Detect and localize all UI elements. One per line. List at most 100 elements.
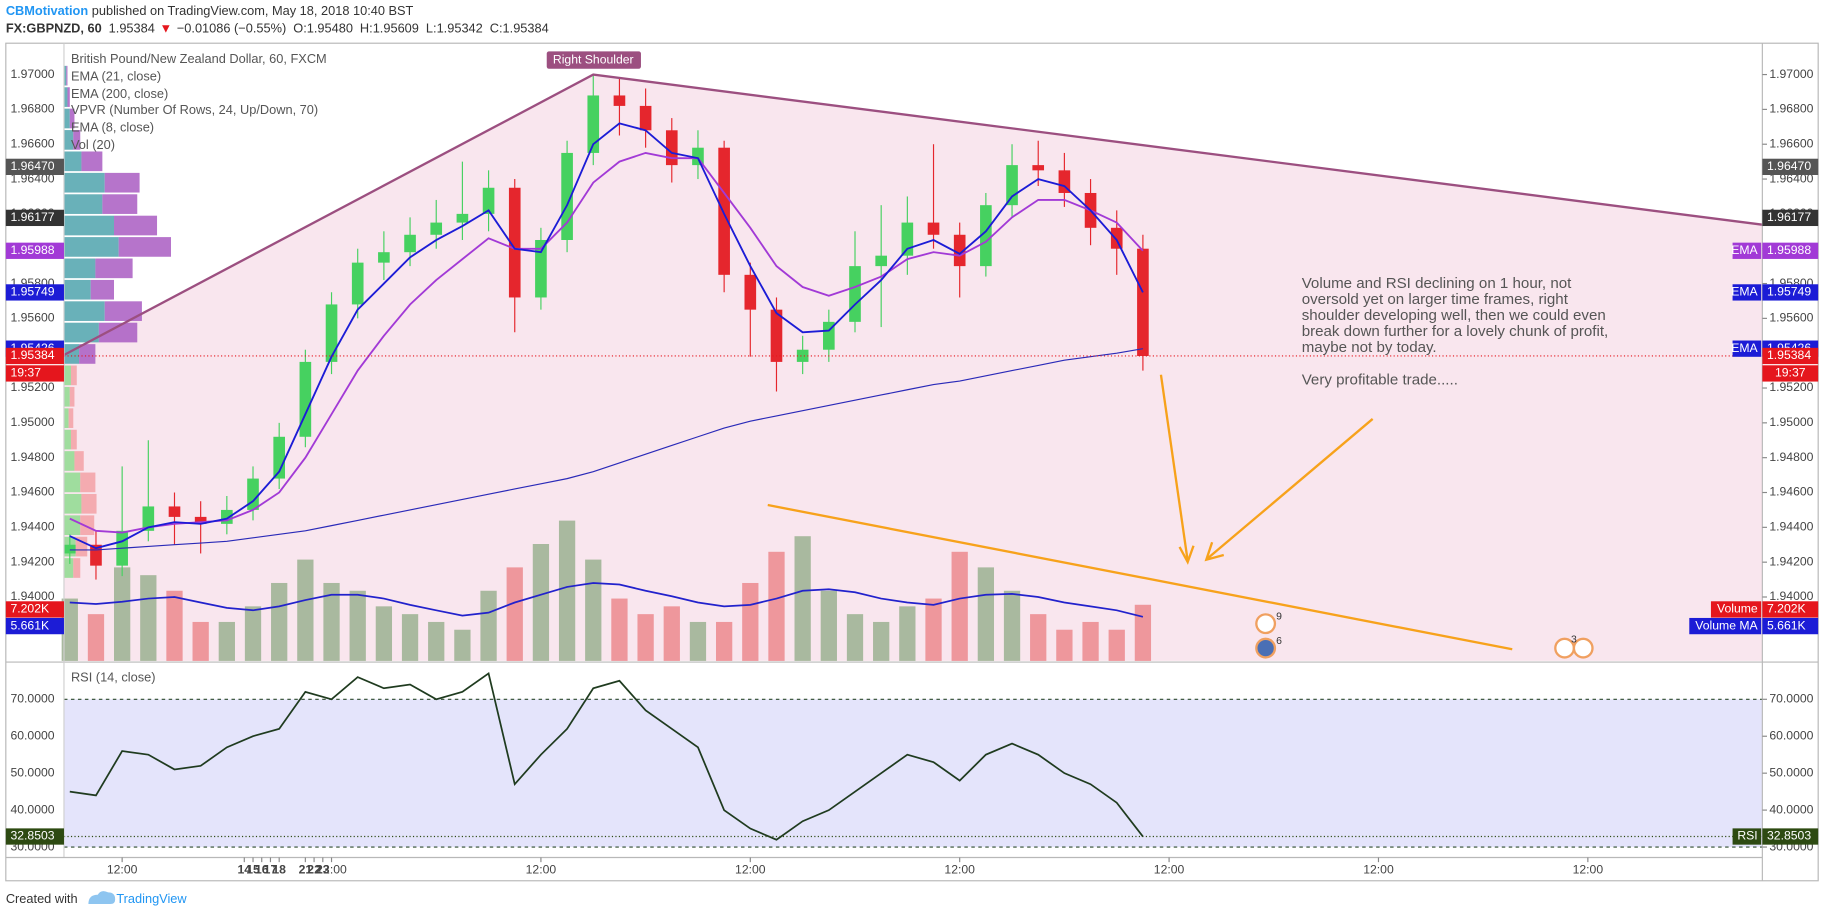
price-label-box-left — [5, 209, 64, 227]
y-tick-label: 1.94800 — [1769, 450, 1813, 464]
x-tick-label: 12:00 — [1363, 863, 1394, 877]
price-label-tag: EMA — [1731, 285, 1758, 299]
y-tick-label-left: 1.94600 — [10, 485, 54, 499]
event-icon[interactable] — [1255, 637, 1277, 659]
rsi-tick-label: 50.0000 — [1769, 765, 1813, 779]
vpvr-up — [63, 258, 96, 279]
candle-body — [692, 147, 704, 166]
volume-label-box-left — [5, 601, 64, 618]
x-tick-label: 12:00 — [526, 863, 557, 877]
candle-body — [430, 222, 443, 235]
rsi-tick-label: 70.0000 — [1769, 692, 1813, 706]
volume-bar — [794, 536, 811, 661]
price-label-box — [1762, 284, 1819, 301]
rsi-title: RSI (14, close) — [71, 670, 156, 685]
analysis-note: Volume and RSI declining on 1 hour, not o… — [1302, 275, 1609, 356]
published: published on TradingView.com, May 18, 20… — [88, 3, 413, 18]
countdown-left: 19:37 — [10, 366, 41, 380]
volume-ma-line — [69, 582, 1144, 618]
x-tick-label: 22 — [307, 863, 321, 877]
candle-body — [953, 234, 966, 267]
vpvr-up — [63, 365, 71, 386]
vpvr-down — [68, 408, 74, 428]
event-icon[interactable] — [1255, 613, 1277, 635]
rsi-label-tag-box — [1732, 828, 1762, 845]
shoulder-label-box — [546, 51, 641, 69]
price-label-box — [1762, 347, 1819, 365]
y-tick-label: 1.94400 — [1769, 520, 1813, 534]
candle-body — [561, 152, 573, 240]
volume-bar — [401, 614, 419, 661]
volume-bar — [742, 582, 759, 661]
y-tick-label-left: 1.95000 — [10, 415, 54, 429]
vpvr-down — [79, 344, 96, 364]
price-label: 1.96470 — [1767, 159, 1811, 173]
price-label-tag: EMA — [1731, 243, 1758, 257]
price-label-box-left — [5, 284, 64, 301]
y-tick-label: 1.94000 — [1769, 589, 1813, 603]
candle-body — [665, 130, 678, 166]
y-tick-label-left: 1.95600 — [10, 311, 54, 325]
y-tick-label: 1.94600 — [1769, 485, 1813, 499]
arrow-down — [1159, 374, 1189, 562]
rsi-label-box — [1762, 828, 1819, 845]
volume-bar — [480, 590, 497, 661]
vpvr-down — [80, 472, 96, 493]
rsi-tick-label-left: 50.0000 — [10, 765, 54, 779]
volume-bar — [558, 520, 576, 661]
chart-title: British Pound/New Zealand Dollar, 60, FX… — [71, 51, 327, 66]
volume-label: 5.661K — [1767, 618, 1806, 632]
ohlc-value: 1.95609 — [373, 21, 419, 36]
event-count: 6 — [1276, 636, 1282, 647]
volume-label-left: 5.661K — [10, 618, 49, 632]
candle-body — [901, 222, 914, 256]
price-label: 1.96177 — [1767, 210, 1811, 224]
x-tick-label: 17 — [264, 863, 278, 877]
volume-bar — [689, 621, 707, 661]
event-icon[interactable] — [1572, 637, 1594, 659]
y-tick-label: 1.96600 — [1769, 136, 1813, 150]
event-icons: 9 6 3 — [1255, 611, 1594, 659]
candle-body — [142, 506, 155, 531]
candle-body — [849, 266, 861, 322]
candle-body — [194, 516, 207, 524]
ohlc-key: L: — [426, 21, 437, 36]
ema-line — [69, 348, 1144, 551]
legend-entry: EMA (8, close) — [71, 120, 154, 135]
candle-body — [221, 509, 233, 524]
vpvr-down — [69, 386, 75, 407]
rsi-band — [63, 699, 1763, 848]
volume-bar — [271, 582, 288, 661]
volume-bar — [87, 614, 105, 661]
x-tick-label: 12:00 — [1573, 863, 1604, 877]
author[interactable]: CBMotivation — [6, 3, 89, 18]
price-label-box-left — [5, 347, 64, 365]
x-tick-label: 12:00 — [1154, 863, 1185, 877]
volume-bar — [820, 590, 837, 661]
volume-bar — [428, 621, 445, 661]
volume-bar — [637, 614, 654, 661]
last-price: 1.95384 — [109, 21, 155, 36]
volume-trendline — [767, 503, 1513, 651]
volume-bar — [951, 551, 968, 661]
vpvr-up — [63, 408, 69, 428]
y-tick-label-left: 1.94400 — [10, 520, 54, 534]
footer-created: Created with — [6, 891, 78, 906]
volume-bar — [873, 621, 890, 661]
vpvr-up — [63, 151, 82, 172]
y-tick-label-left: 1.96600 — [10, 136, 54, 150]
legend-entry: VPVR (Number Of Rows, 24, Up/Down, 70) — [71, 102, 318, 117]
footer-brand[interactable]: TradingView — [116, 891, 187, 906]
rsi-label-left: 32.8503 — [10, 829, 54, 843]
volume-bar — [585, 559, 602, 661]
vpvr-up — [63, 322, 99, 343]
price-label-left: 1.95384 — [10, 348, 54, 362]
candle-body — [718, 147, 730, 275]
y-tick-label: 1.95200 — [1769, 380, 1813, 394]
candle-body — [404, 234, 416, 253]
price-label: 1.95749 — [1767, 285, 1811, 299]
tradingview-logo — [88, 891, 116, 905]
volume-bar — [899, 606, 916, 661]
vpvr-down — [104, 172, 140, 193]
vpvr-down — [81, 151, 103, 172]
